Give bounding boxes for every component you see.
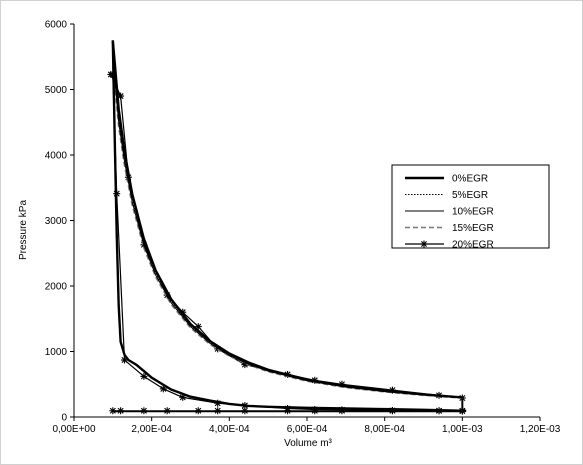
data-point-marker: [194, 407, 202, 415]
series-15pctegr: [112, 66, 463, 399]
plot-area: [107, 40, 467, 415]
y-tick-label: 2000: [45, 282, 68, 293]
series-line-expansion: [111, 40, 463, 399]
x-tick-label: 6,00E-04: [287, 424, 328, 435]
legend-item: 5%EGR: [405, 190, 488, 201]
series-line-compression: [111, 40, 467, 412]
data-point-marker: [214, 407, 222, 415]
legend-label: 10%EGR: [452, 207, 494, 218]
y-tick-label: 4000: [45, 151, 68, 162]
y-tick-label: 3000: [45, 216, 68, 227]
x-axis-title: Volume m³: [284, 438, 332, 449]
legend: 0%EGR 5%EGR 10%EGR 15%EGR 20%EGR: [391, 164, 550, 251]
x-tick-label: 0,00E+00: [52, 424, 96, 435]
x-tick-label: 1,00E-03: [442, 424, 483, 435]
x-tick-label: 8,00E-04: [364, 424, 405, 435]
data-point-marker: [140, 372, 148, 380]
legend-item: 20%EGR: [405, 240, 494, 251]
y-tick-label: 1000: [45, 347, 68, 358]
legend-label: 15%EGR: [452, 223, 494, 234]
legend-label: 20%EGR: [452, 240, 494, 251]
data-point-marker: [241, 407, 249, 415]
data-point-marker: [109, 407, 117, 415]
legend-item: 10%EGR: [405, 207, 494, 218]
x-tick-label: 2,00E-04: [131, 424, 172, 435]
legend-marker: [420, 240, 428, 248]
y-axis-ticks: 0 1000 2000 3000 4000 5000 6000: [45, 20, 74, 424]
y-axis-title: Pressure kPa: [18, 200, 29, 260]
y-tick-label: 5000: [45, 85, 68, 96]
legend-item: 15%EGR: [405, 223, 494, 234]
data-point-marker: [163, 407, 171, 415]
series-line-expansion: [112, 66, 463, 399]
legend-label: 0%EGR: [452, 174, 488, 185]
y-tick-label: 6000: [45, 20, 68, 31]
x-tick-label: 4,00E-04: [209, 424, 250, 435]
legend-label: 5%EGR: [452, 190, 488, 201]
x-axis-ticks: 0,00E+00 2,00E-04 4,00E-04 6,00E-04 8,00E-04…: [52, 417, 561, 435]
x-tick-label: 1,20E-03: [520, 424, 561, 435]
series-0pctegr: [111, 40, 467, 412]
legend-item: 0%EGR: [405, 174, 488, 185]
legend-items: 0%EGR 5%EGR 10%EGR 15%EGR 20%EGR: [405, 174, 494, 251]
y-tick-label: 0: [61, 413, 67, 424]
data-point-marker: [117, 407, 125, 415]
data-point-marker: [140, 407, 148, 415]
